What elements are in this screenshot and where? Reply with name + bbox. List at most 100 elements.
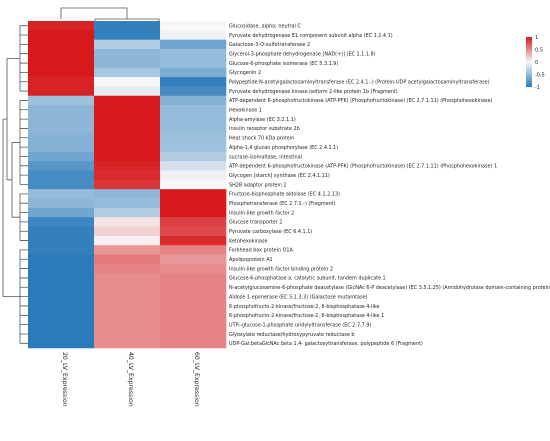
heatmap-cell [94,49,161,59]
heatmap-cell [94,310,161,321]
heatmap-cell [28,263,95,274]
heatmap-cell [28,30,95,40]
heatmap-cells [28,21,227,349]
heatmap-cell [28,301,95,311]
heatmap-cell [94,263,161,274]
row-label: Hexokinase 1 [229,108,262,114]
heatmap-cell [94,217,161,227]
heatmap-cell [28,123,95,134]
heatmap-cell [160,39,227,50]
row-label: Insulin-like growth factor binding prote… [229,266,333,272]
heatmap-cell [94,291,161,302]
heatmap-cell [160,235,227,246]
heatmap-cell [28,21,95,31]
heatmap-cell [160,95,227,106]
legend-tick-label: 1 [535,35,538,41]
heatmap-cell [28,329,95,339]
heatmap-cell [28,114,95,125]
row-label: Insulin-like growth factor 2 [229,210,294,216]
row-label: Alpha-1,4 glucan phosphorylase (EC 2.4.1… [229,145,338,151]
heatmap-cell [160,58,227,69]
heatmap-cell [160,179,227,190]
heatmap-cell [94,30,161,40]
row-label: Heat shock 70 kDa protein [229,136,294,142]
heatmap-cell [160,142,227,153]
column-label: 40_LV_Expression [127,352,134,407]
heatmap-cell [94,170,161,181]
row-label: Polypeptide N-acetylgalactosaminyltransf… [229,80,490,86]
heatmap-cell [160,329,227,339]
heatmap-cell [28,105,95,115]
heatmap-cell [160,319,227,330]
row-label: sucrase-isomaltase, intestinal [229,154,302,160]
heatmap-cell [160,49,227,59]
row-label: Fructose-bisphosphate aldolase (EC 4.1.2… [229,192,340,198]
heatmap-cell [94,161,161,171]
heatmap-cell [160,123,227,134]
row-label: ATP-dependent 6-phosphofructokinase (ATP… [229,98,492,104]
heatmap-cell [94,105,161,115]
heatmap-cell [160,254,227,265]
heatmap-cell [94,77,161,87]
heatmap-cell [28,198,95,209]
heatmap-cell [94,114,161,125]
row-label: Insulin receptor substrate 2b [229,126,300,132]
heatmap-cell [28,254,95,265]
heatmap-cell [28,161,95,171]
heatmap-cell [94,301,161,311]
row-label: Glycogen [starch] synthase (EC 2.4.1.11) [229,173,330,179]
row-label: UTP--glucose-1-phosphate uridylyltransfe… [229,322,371,328]
color-scale-legend: 1 0.5 0 -0.5 -1 [526,35,545,91]
heatmap-cell [94,254,161,265]
heatmap-cell [28,67,95,78]
heatmap-cell [94,282,161,293]
column-label: 60_LV_Expression [193,352,200,407]
row-label: Glucosidase, alpha; neutral C [229,23,301,29]
heatmap-cell [160,105,227,115]
heatmap-cell [160,217,227,227]
row-label: SH2B adaptor protein 2 [229,182,287,188]
heatmap-cell [160,77,227,87]
row-label: Glycogenin 2 [229,70,261,76]
heatmap-cell [28,245,95,255]
heatmap-cell [94,189,161,199]
heatmap-cell [160,198,227,209]
heatmap-cell [28,151,95,162]
heatmap-cell [94,226,161,237]
row-label: Pyruvate dehydrogenase kinase isoform 2-… [229,89,398,95]
heatmap-cell [160,189,227,199]
heatmap-cell [160,207,227,218]
heatmap-cell [28,319,95,330]
row-label: Pyruvate carboxylase (EC 6.4.1.1) [229,229,312,235]
heatmap-cell [94,86,161,97]
heatmap-cell [28,95,95,106]
heatmap-cell [160,338,227,349]
heatmap-cell [28,273,95,283]
heatmap-cell [28,142,95,153]
heatmap-cell [28,77,95,87]
legend-tick-label: -0.5 [535,73,545,79]
heatmap-cell [28,170,95,181]
row-label: 6-phosphofructo-2-kinase/fructose-2, 6-b… [229,304,380,310]
heatmap-cell [160,30,227,40]
heatmap-cell [160,133,227,143]
heatmap-cell [28,58,95,69]
heatmap-cell [160,291,227,302]
row-label: N-acetylglucosamine-6-phosphate deacetyl… [229,285,550,291]
heatmap-cell [94,207,161,218]
column-label: 20_LV_Expression [61,352,68,407]
heatmap-cell [160,21,227,31]
heatmap-cell [28,282,95,293]
heatmap-cell [160,170,227,181]
heatmap-cell [28,226,95,237]
heatmap-cell [94,39,161,50]
heatmap-cell [28,310,95,321]
heatmap-cell [94,133,161,143]
heatmap-cell [160,151,227,162]
row-label: Glucose-6-phosphate isomerase (EC 5.3.1.… [229,61,338,67]
row-dendrogram [2,25,28,344]
column-labels: 20_LV_Expression 40_LV_Expression 60_LV_Ex… [61,352,200,407]
heatmap-cell [160,282,227,293]
row-label: Galactose-3-O-sulfotransferase 2 [229,42,310,48]
